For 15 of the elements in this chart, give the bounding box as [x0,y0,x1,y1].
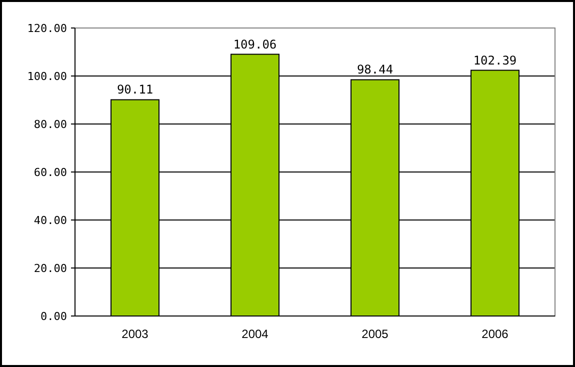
x-tick-label: 2004 [242,327,269,341]
x-tick-label: 2005 [362,327,389,341]
x-tick-label: 2003 [122,327,149,341]
data-label: 109.06 [233,37,277,52]
y-tick-label: 60.00 [34,166,67,179]
data-label: 98.44 [356,62,394,77]
x-tick-label: 2006 [482,327,509,341]
y-tick-label: 40.00 [34,214,67,227]
data-label: 90.11 [116,82,154,97]
y-tick-label: 120.00 [27,22,67,35]
y-tick-label: 80.00 [34,118,67,131]
y-tick-label: 20.00 [34,262,67,275]
y-tick-label: 0.00 [40,310,67,323]
data-label: 102.39 [473,53,517,68]
y-tick-label: 100.00 [27,70,67,83]
